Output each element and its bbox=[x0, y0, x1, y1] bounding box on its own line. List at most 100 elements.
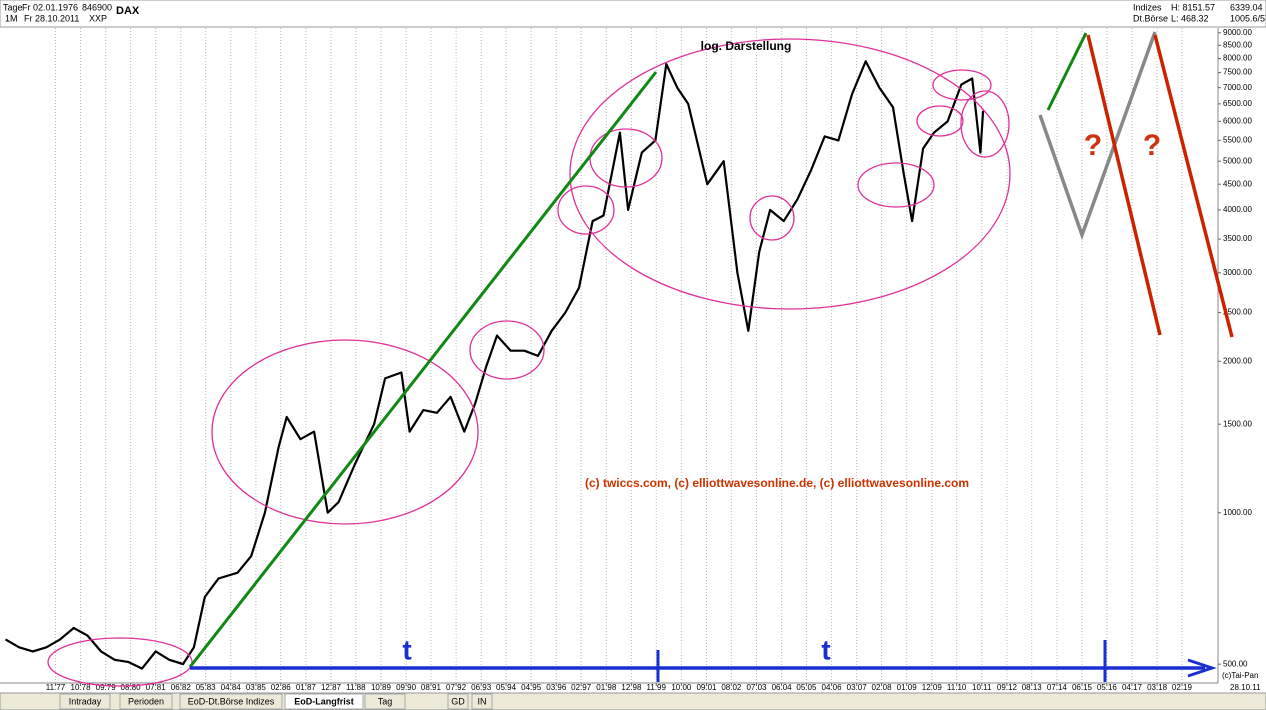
x-tick-label: 09.79 bbox=[96, 683, 117, 692]
credit: (c)Tai-Pan bbox=[1222, 671, 1258, 680]
tab[interactable] bbox=[179, 693, 283, 710]
change: 1005.6/57 bbox=[1230, 13, 1266, 23]
y-tick-label: 8000.00 bbox=[1223, 54, 1252, 63]
annotation: t bbox=[402, 634, 411, 665]
y-tick-label: 7500.00 bbox=[1223, 68, 1252, 77]
tab[interactable] bbox=[59, 693, 111, 710]
annotation: log. Darstellung bbox=[701, 39, 792, 53]
low: L: 468.32 bbox=[1171, 13, 1209, 23]
x-tick-label: 05.94 bbox=[496, 683, 517, 692]
x-tick-label: 09.12 bbox=[997, 683, 1018, 692]
x-tick-label: 12.87 bbox=[321, 683, 342, 692]
x-tick-label: 05.83 bbox=[196, 683, 217, 692]
y-tick-label: 9000.00 bbox=[1223, 28, 1252, 37]
group: Indizes bbox=[1133, 2, 1162, 12]
y-tick-label: 6000.00 bbox=[1223, 116, 1252, 125]
tab[interactable] bbox=[471, 693, 493, 710]
forecast-line bbox=[1086, 34, 1162, 336]
tab[interactable] bbox=[364, 693, 406, 710]
high: H: 8151.57 bbox=[1171, 2, 1215, 12]
x-tick-label: 04.84 bbox=[221, 683, 242, 692]
x-tick-label: 10.89 bbox=[371, 683, 392, 692]
from-date: Fr 02.01.1976 bbox=[22, 2, 78, 12]
x-tick-label: 05.05 bbox=[796, 683, 817, 692]
ellipse bbox=[932, 69, 992, 101]
arrow-head bbox=[1187, 658, 1217, 678]
x-tick-label: 01.09 bbox=[897, 683, 918, 692]
x-tick-label: 07.14 bbox=[1047, 683, 1068, 692]
ellipse bbox=[960, 90, 1010, 158]
tab-label[interactable]: GD bbox=[451, 696, 465, 706]
x-tick-label: 03.07 bbox=[847, 683, 868, 692]
tab[interactable] bbox=[447, 693, 469, 710]
x-tick-label: 07.81 bbox=[146, 683, 167, 692]
x-tick-label: 04.95 bbox=[521, 683, 542, 692]
ellipse bbox=[557, 185, 615, 235]
x-tick-label: 09.01 bbox=[696, 683, 717, 692]
x-tick-label: 03.85 bbox=[246, 683, 267, 692]
y-tick-label: 2000.00 bbox=[1223, 356, 1252, 365]
x-tick-label: 02.19 bbox=[1172, 683, 1193, 692]
x-tick-label: 07.03 bbox=[746, 683, 767, 692]
y-tick-label: 5500.00 bbox=[1223, 135, 1252, 144]
ellipse bbox=[916, 105, 964, 137]
annotation: t bbox=[821, 634, 830, 665]
x-tick-label: 08.13 bbox=[1022, 683, 1043, 692]
x-tick-label: 11.88 bbox=[346, 683, 366, 692]
tab-label[interactable]: Perioden bbox=[128, 696, 164, 706]
annotation: ? bbox=[1143, 129, 1161, 162]
tab-label[interactable]: Tag bbox=[378, 696, 393, 706]
x-tick-label: 08.80 bbox=[121, 683, 142, 692]
ellipse bbox=[857, 162, 935, 208]
x-tick-label: 11.99 bbox=[647, 683, 667, 692]
y-tick-label: 2500.00 bbox=[1223, 308, 1252, 317]
x-tick-label: 10.11 bbox=[972, 683, 992, 692]
x-tick-label: 03.18 bbox=[1147, 683, 1168, 692]
y-tick-label: 6500.00 bbox=[1223, 99, 1252, 108]
x-tick-label: 06.93 bbox=[471, 683, 492, 692]
y-tick-label: 500.00 bbox=[1223, 659, 1248, 668]
forecast-line bbox=[1153, 34, 1234, 338]
y-tick-label: 4500.00 bbox=[1223, 179, 1252, 188]
annotation-layer: log. Darstellung (c) twiccs.com, (c) ell… bbox=[47, 31, 1261, 692]
x-tick-label: 11.10 bbox=[947, 683, 967, 692]
x-tick-label: 06.04 bbox=[772, 683, 793, 692]
tab-label[interactable]: EoD-Langfrist bbox=[294, 696, 354, 706]
x-tick-label: 10.00 bbox=[671, 683, 692, 692]
tab[interactable] bbox=[284, 693, 364, 710]
last-date: 28.10.11 bbox=[1230, 683, 1261, 692]
tab[interactable] bbox=[119, 693, 173, 710]
copyright: (c) twiccs.com, (c) elliottwavesonline.d… bbox=[585, 476, 969, 490]
x-tick-label: 08.02 bbox=[721, 683, 742, 692]
ellipse bbox=[569, 38, 1011, 310]
trend-line bbox=[188, 71, 658, 668]
x-tick-label: 04.17 bbox=[1122, 683, 1143, 692]
x-tick-label: 05.16 bbox=[1097, 683, 1118, 692]
index-name: DAX bbox=[116, 5, 140, 17]
x-tick-label: 02.97 bbox=[571, 683, 592, 692]
x-tick-label: 06.82 bbox=[171, 683, 192, 692]
exchange: Dt.Börse bbox=[1133, 13, 1168, 23]
x-tick-label: 06.15 bbox=[1072, 683, 1093, 692]
ellipse bbox=[749, 195, 795, 241]
last: 6339.04 bbox=[1230, 2, 1263, 12]
tab-label[interactable]: EoD-Dt.Börse Indizes bbox=[188, 696, 275, 706]
trend-line bbox=[1046, 32, 1088, 111]
ellipse bbox=[469, 320, 545, 380]
forecast-line bbox=[1038, 31, 1157, 241]
y-tick-label: 3000.00 bbox=[1223, 268, 1252, 277]
period-label: Tage bbox=[3, 2, 23, 12]
x-tick-label: 01.98 bbox=[596, 683, 617, 692]
header-bar bbox=[0, 0, 1266, 28]
x-tick-label: 01.87 bbox=[296, 683, 317, 692]
y-tick-label: 7000.00 bbox=[1223, 83, 1252, 92]
y-tick-label: 4000.00 bbox=[1223, 205, 1252, 214]
x-tick-label: 11.77 bbox=[46, 683, 66, 692]
tabs: Intraday Perioden EoD-Dt.Börse Indizes EoD-… bbox=[59, 693, 493, 710]
to-date: Fr 28.10.2011 bbox=[24, 13, 79, 23]
tab-label[interactable]: IN bbox=[478, 696, 487, 706]
tab-label[interactable]: Intraday bbox=[69, 696, 102, 706]
annotation: ? bbox=[1084, 129, 1102, 162]
